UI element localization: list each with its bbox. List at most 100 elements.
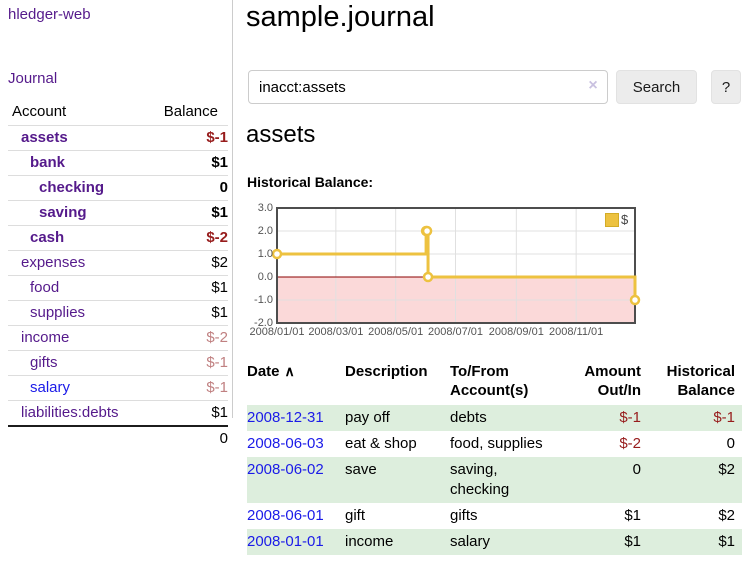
account-link[interactable]: food — [30, 279, 60, 296]
transaction-accounts: debts — [450, 409, 487, 426]
search-input[interactable] — [248, 70, 608, 104]
account-link[interactable]: liabilities:debts — [21, 404, 119, 421]
transaction-date-link[interactable]: 2008-01-01 — [247, 533, 324, 550]
account-link[interactable]: supplies — [30, 304, 86, 321]
register-row[interactable]: 2008-12-31 pay off debts $-1 $-1 — [247, 405, 742, 431]
account-link[interactable]: gifts — [30, 354, 58, 371]
account-link[interactable]: saving — [39, 204, 87, 221]
account-row: gifts $-1 — [8, 350, 228, 376]
register-column-header: Description — [345, 363, 428, 380]
transaction-balance: $2 — [718, 461, 735, 478]
register-row[interactable]: 2008-06-03 eat & shop food, supplies $-2 0 — [247, 431, 742, 457]
register-row[interactable]: 2008-01-01 income salary $1 $1 — [247, 529, 742, 555]
data-point-marker — [629, 294, 641, 306]
register-column-header: Amount Out/In — [584, 363, 641, 399]
transaction-date-cell: 2008-12-31 — [247, 405, 345, 431]
register-row[interactable]: 2008-06-01 gift gifts $1 $2 — [247, 503, 742, 529]
x-axis-tick-label: 2008/01/01 — [249, 326, 305, 338]
account-balance: 0 — [219, 179, 228, 196]
register-column-header: Historical Balance — [666, 363, 735, 399]
account-balance: $-2 — [206, 329, 228, 346]
transaction-amount: $-1 — [619, 409, 641, 426]
account-name-cell: salary — [8, 376, 144, 401]
register-table: Date ∧ Description To/From Account(s) Amount O… — [247, 360, 742, 555]
chart-title: Historical Balance: — [247, 174, 374, 190]
y-axis-tick-label: 3.0 — [257, 202, 273, 214]
transaction-description: pay off — [345, 409, 390, 426]
y-axis-tick-label: -1.0 — [254, 294, 273, 306]
transaction-date-link[interactable]: 2008-06-01 — [247, 507, 324, 524]
account-balance: $1 — [211, 204, 228, 221]
account-link[interactable]: expenses — [21, 254, 86, 271]
account-name-cell: checking — [8, 176, 144, 201]
account-balance: $-1 — [206, 129, 228, 146]
historical-balance-chart: 3.0 2.0 1.0 0.0 -1.0 -2.0 2008/01/01 2008/03/01… — [247, 202, 742, 347]
clear-search-icon[interactable]: × — [588, 77, 598, 94]
sort-ascending-icon: ∧ — [284, 363, 295, 379]
accounts-header-account: Account — [12, 103, 67, 120]
transaction-date-link[interactable]: 2008-06-03 — [247, 435, 324, 452]
transaction-description: eat & shop — [345, 435, 417, 452]
account-row: salary $-1 — [8, 375, 228, 401]
transaction-balance: 0 — [726, 435, 735, 452]
account-row: bank $1 — [8, 150, 228, 176]
account-row: liabilities:debts $1 — [8, 400, 228, 427]
legend-swatch-icon — [605, 212, 619, 227]
account-link[interactable]: assets — [21, 129, 68, 146]
transaction-balance: $-1 — [713, 409, 735, 426]
y-axis-tick-label: 2.0 — [257, 225, 273, 237]
page-title: sample.journal — [246, 1, 435, 33]
accounts-tbody: assets $-1 bank $1 checking 0 saving $1 cash $-2 e… — [8, 125, 228, 427]
transaction-date-link[interactable]: 2008-06-02 — [247, 461, 324, 478]
account-name-cell: supplies — [8, 301, 144, 326]
data-point-marker — [421, 225, 433, 237]
account-row: cash $-2 — [8, 225, 228, 251]
register-tbody: 2008-12-31 pay off debts $-1 $-1 2008-06-03 ea… — [247, 405, 742, 555]
account-link[interactable]: salary — [30, 379, 71, 396]
account-link[interactable]: bank — [30, 154, 66, 171]
help-button[interactable]: ? — [711, 70, 741, 104]
accounts-header-balance: Balance — [163, 103, 218, 120]
search-button[interactable]: Search — [616, 70, 697, 104]
chart-legend: $ — [603, 211, 631, 228]
account-balance: $-1 — [206, 354, 228, 371]
account-link[interactable]: checking — [39, 179, 105, 196]
account-balance: $-1 — [206, 379, 228, 396]
x-axis-tick-label: 2008/07/01 — [427, 326, 484, 338]
transaction-amount: 0 — [632, 461, 641, 478]
x-axis-tick-label: 2008/05/01 — [368, 326, 424, 338]
account-name-cell: gifts — [8, 351, 144, 376]
data-point-marker — [271, 248, 283, 260]
account-name-cell: saving — [8, 201, 144, 226]
transaction-description: gift — [345, 507, 366, 524]
account-name-cell: food — [8, 276, 144, 301]
account-heading: assets — [246, 121, 316, 148]
transaction-description: income — [345, 533, 394, 550]
y-axis-tick-label: -2.0 — [254, 317, 273, 329]
transaction-balance: $2 — [718, 507, 735, 524]
y-axis-tick-label: 1.0 — [257, 248, 273, 260]
account-row: saving $1 — [8, 200, 228, 226]
register-row[interactable]: 2008-06-02 save saving, checking 0 $2 — [247, 457, 742, 503]
register-header-row: Date ∧ Description To/From Account(s) Amount O… — [247, 360, 742, 405]
app-brand-link[interactable]: hledger-web — [8, 6, 91, 23]
account-link[interactable]: cash — [30, 229, 65, 246]
account-row: income $-2 — [8, 325, 228, 351]
transaction-accounts: salary — [450, 533, 491, 550]
account-row: expenses $2 — [8, 250, 228, 276]
sidebar-item-journal[interactable]: Journal — [8, 70, 58, 87]
legend-series-label: $ — [621, 212, 629, 227]
register-column-header: To/From Account(s) — [450, 363, 529, 399]
transaction-amount: $1 — [624, 507, 641, 524]
account-name-cell: bank — [8, 151, 144, 176]
transaction-date-cell: 2008-06-02 — [247, 457, 345, 503]
accounts-table: Account Balance assets $-1 bank $1 checking 0… — [8, 99, 228, 451]
account-link[interactable]: income — [21, 329, 70, 346]
account-row: food $1 — [8, 275, 228, 301]
transaction-accounts: gifts — [450, 507, 478, 524]
account-row: assets $-1 — [8, 125, 228, 151]
register-column-header[interactable]: Date ∧ — [247, 363, 295, 380]
transaction-amount: $1 — [624, 533, 641, 550]
chart-canvas[interactable] — [247, 202, 742, 347]
transaction-date-link[interactable]: 2008-12-31 — [247, 409, 324, 426]
